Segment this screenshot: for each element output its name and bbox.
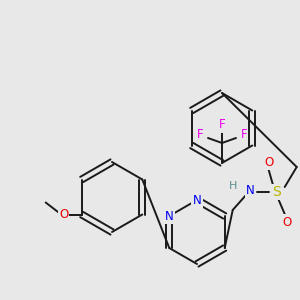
- Text: F: F: [197, 128, 203, 142]
- Text: O: O: [282, 215, 291, 229]
- Text: O: O: [59, 208, 68, 221]
- Text: S: S: [272, 185, 281, 199]
- Text: N: N: [246, 184, 255, 196]
- Text: F: F: [241, 128, 247, 142]
- Text: F: F: [219, 118, 225, 131]
- Text: H: H: [229, 181, 237, 191]
- Text: N: N: [165, 209, 174, 223]
- Text: O: O: [264, 155, 273, 169]
- Text: N: N: [193, 194, 201, 206]
